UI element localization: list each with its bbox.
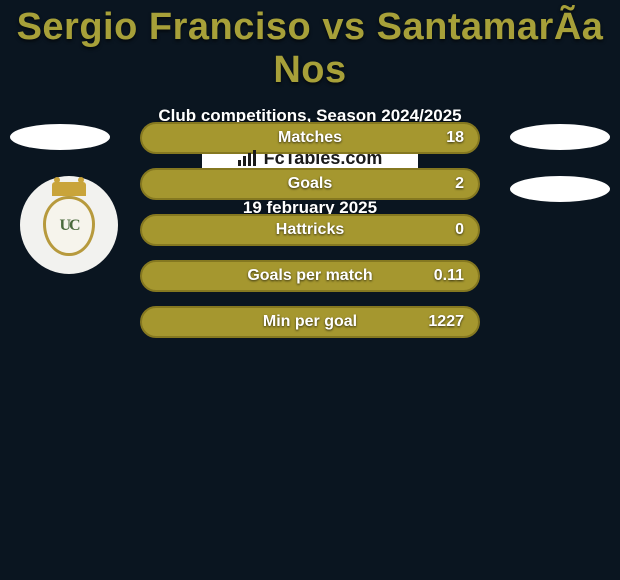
left-badge-placeholder-1 [10, 124, 110, 150]
shield-icon: UC [43, 196, 95, 256]
crown-icon [52, 182, 86, 196]
club-crest: UC [20, 176, 118, 274]
stat-label: Goals per match [247, 267, 372, 285]
stat-bar: Matches 18 [140, 122, 480, 154]
stat-label: Matches [278, 129, 342, 147]
stat-label: Hattricks [276, 221, 344, 239]
stat-bar: Hattricks 0 [140, 214, 480, 246]
stat-value: 2 [455, 175, 464, 193]
stat-label: Goals [288, 175, 332, 193]
stat-bar: Min per goal 1227 [140, 306, 480, 338]
stat-label: Min per goal [263, 313, 357, 331]
stat-bar: Goals per match 0.11 [140, 260, 480, 292]
stat-bar: Goals 2 [140, 168, 480, 200]
bar-chart-icon [238, 150, 258, 166]
stat-value: 0.11 [434, 267, 464, 285]
stats-bars: Matches 18 Goals 2 Hattricks 0 Goals per… [140, 122, 480, 352]
stat-value: 18 [446, 129, 464, 147]
stat-value: 1227 [428, 313, 464, 331]
comparison-title: Sergio Franciso vs SantamarÃ­a Nos [0, 0, 620, 92]
right-badge-placeholder-1 [510, 124, 610, 150]
stat-value: 0 [455, 221, 464, 239]
right-badge-placeholder-2 [510, 176, 610, 202]
